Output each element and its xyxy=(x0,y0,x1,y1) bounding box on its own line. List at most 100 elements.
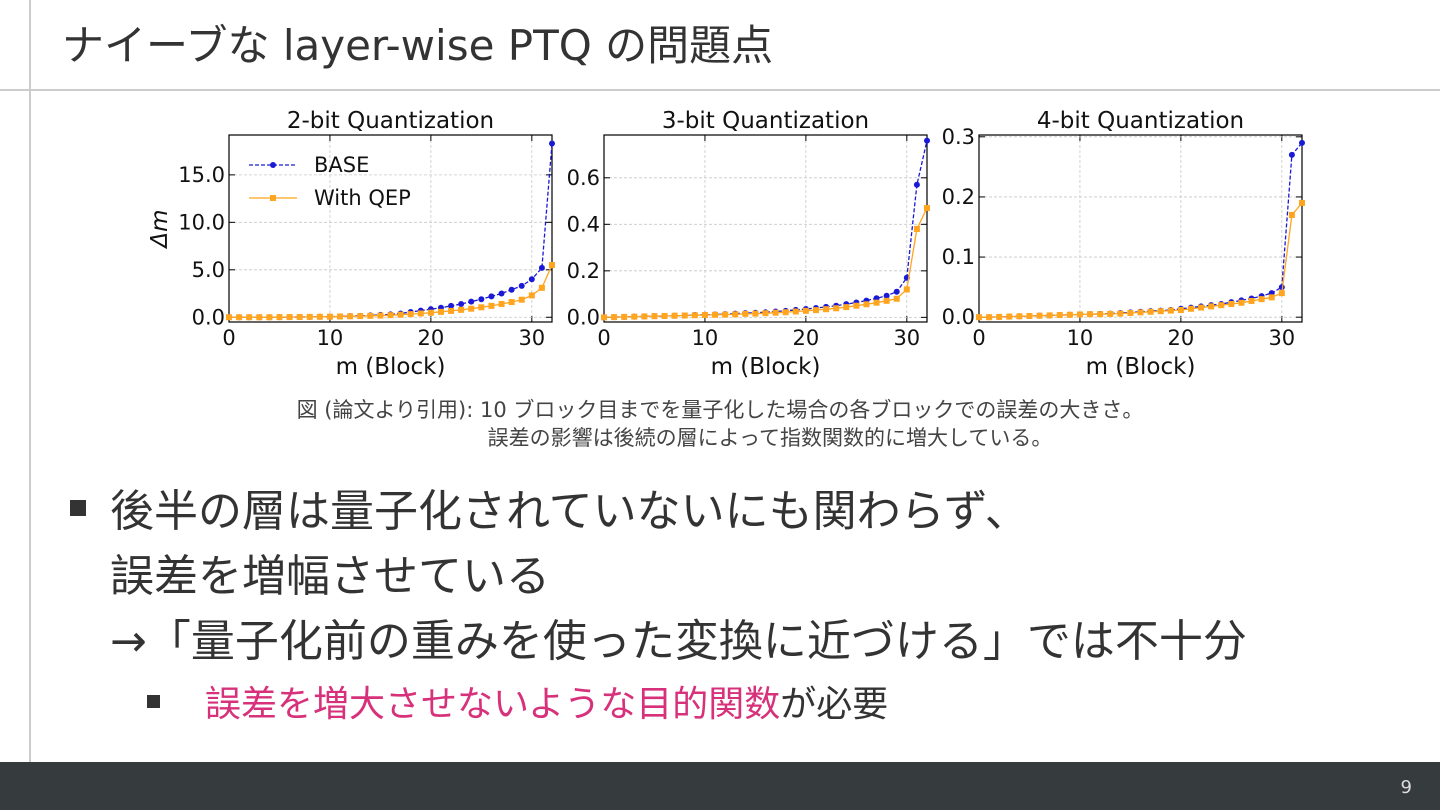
legend-marker xyxy=(270,195,276,201)
point xyxy=(1076,311,1083,318)
x-tick-label: 20 xyxy=(793,326,820,350)
point xyxy=(498,290,505,297)
point xyxy=(448,307,455,314)
highlight: 誤差を増大させないような目的関数 xyxy=(205,684,780,725)
point xyxy=(518,282,525,289)
y-tick-label: 0.4 xyxy=(567,212,600,236)
point xyxy=(458,306,465,313)
point xyxy=(701,312,708,319)
x-tick-label: 30 xyxy=(1268,326,1295,350)
sub-bullet-text: 誤差を増大させないような目的関数が必要 xyxy=(205,684,888,725)
point xyxy=(1228,300,1235,307)
point xyxy=(893,295,900,302)
series-line xyxy=(979,142,1303,318)
bullet-text: →「量子化前の重みを使った変換に近づける」では不十分 xyxy=(110,616,1247,667)
point xyxy=(538,264,545,271)
point xyxy=(1218,302,1225,309)
y-tick-label: 0.2 xyxy=(567,259,600,283)
y-tick-label: 0.6 xyxy=(567,166,600,190)
point xyxy=(478,296,485,303)
point xyxy=(1016,313,1023,320)
point xyxy=(276,314,283,321)
x-tick-label: 30 xyxy=(518,326,545,350)
point xyxy=(246,314,253,321)
plot-frame xyxy=(978,134,1303,323)
point xyxy=(1198,304,1205,311)
point xyxy=(1006,313,1013,320)
point xyxy=(549,262,555,269)
point xyxy=(863,301,870,308)
point xyxy=(631,313,638,320)
point xyxy=(823,306,830,313)
point xyxy=(924,205,930,212)
point xyxy=(732,311,739,318)
point xyxy=(853,302,860,309)
point xyxy=(1127,309,1134,316)
point xyxy=(1268,294,1275,301)
point xyxy=(528,276,535,283)
point xyxy=(1288,151,1295,158)
point xyxy=(903,286,910,293)
plot-frame xyxy=(603,134,928,323)
point xyxy=(306,313,313,320)
point xyxy=(661,312,668,319)
point xyxy=(437,308,444,315)
point xyxy=(913,181,920,188)
point xyxy=(641,313,648,320)
point xyxy=(843,304,850,311)
point xyxy=(1208,303,1215,310)
point xyxy=(1288,211,1295,218)
point xyxy=(1147,308,1154,315)
point xyxy=(417,310,424,317)
point xyxy=(488,293,495,300)
caption: 誤差の影響は後続の層によって指数関数的に増大している。 xyxy=(488,426,1053,450)
sub-bullet-marker xyxy=(147,695,160,708)
point xyxy=(621,313,628,320)
point xyxy=(691,312,698,319)
point xyxy=(508,286,515,293)
point xyxy=(549,140,555,147)
point xyxy=(337,313,344,320)
point xyxy=(1107,310,1114,317)
point xyxy=(1177,306,1184,313)
point xyxy=(1036,312,1043,319)
point xyxy=(236,314,243,321)
point xyxy=(1087,311,1094,318)
point xyxy=(448,302,455,309)
point xyxy=(996,313,1003,320)
point xyxy=(752,310,759,317)
legend-label: With QEP xyxy=(314,186,411,210)
y-tick-label: 10.0 xyxy=(178,210,225,234)
point xyxy=(883,297,890,304)
point xyxy=(478,304,485,311)
chart-title: 2-bit Quantization xyxy=(287,108,494,134)
point xyxy=(296,313,303,320)
point xyxy=(712,311,719,318)
point xyxy=(651,313,658,320)
chart-title: 4-bit Quantization xyxy=(1037,108,1244,134)
point xyxy=(377,312,384,319)
point xyxy=(833,305,840,312)
point xyxy=(266,314,273,321)
point xyxy=(611,314,618,321)
y-tick-label: 0.1 xyxy=(942,245,975,269)
point xyxy=(1187,305,1194,312)
y-tick-label: 15.0 xyxy=(178,163,225,187)
y-tick-label: 0.3 xyxy=(942,125,975,149)
point xyxy=(1238,299,1245,306)
point xyxy=(468,298,475,305)
point xyxy=(1066,311,1073,318)
x-axis-label: m (Block) xyxy=(336,354,446,380)
y-tick-label: 0.2 xyxy=(942,185,975,209)
point xyxy=(1046,312,1053,319)
series-line xyxy=(229,143,553,318)
point xyxy=(883,292,890,299)
point xyxy=(812,307,819,314)
point xyxy=(347,313,354,320)
x-axis-label: m (Block) xyxy=(711,354,821,380)
point xyxy=(1299,199,1305,206)
x-tick-label: 20 xyxy=(418,326,445,350)
point xyxy=(1157,308,1164,315)
point xyxy=(226,314,232,321)
point xyxy=(782,309,789,316)
